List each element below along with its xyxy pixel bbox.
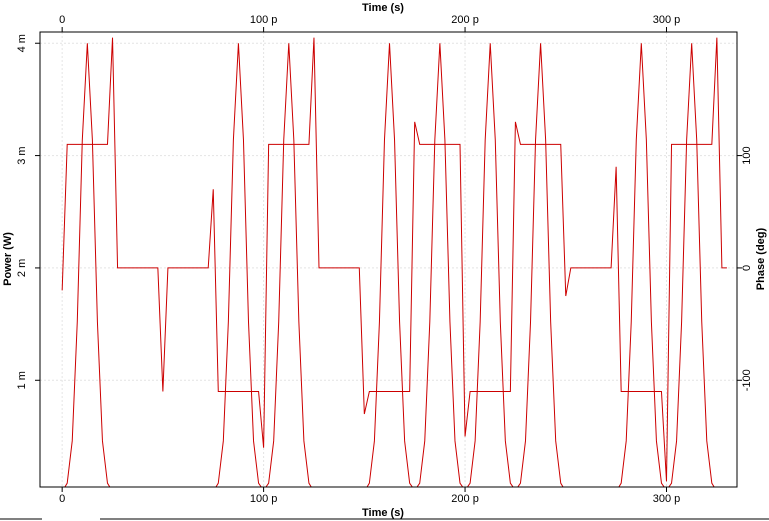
y2-tick-label: 100 — [741, 146, 753, 164]
y2-tick-label: -100 — [741, 369, 753, 391]
plot-frame — [39, 31, 738, 488]
y-tick-label: 2 m — [16, 259, 28, 277]
series-line — [61, 37, 727, 482]
y-tick-label: 4 m — [16, 34, 28, 52]
y2-tick-label: 0 — [741, 265, 753, 271]
y2-axis-title: Phase (deg) — [755, 227, 767, 290]
x-axis-title: Time (s) — [362, 507, 404, 519]
y-tick-label: 3 m — [16, 146, 28, 164]
plot-area — [61, 37, 727, 487]
y-axis-title: Power (W) — [2, 232, 14, 286]
top-axis-title: Time (s) — [362, 2, 404, 14]
series-line — [64, 43, 715, 487]
top-x-tick-label: 0 — [59, 14, 65, 26]
x-tick-label: 300 p — [653, 493, 681, 505]
top-x-tick-label: 300 p — [653, 14, 681, 26]
top-x-tick-label: 100 p — [250, 14, 278, 26]
x-tick-label: 100 p — [250, 493, 278, 505]
x-tick-label: 200 p — [451, 493, 479, 505]
y-tick-label: 1 m — [16, 371, 28, 389]
x-tick-label: 0 — [59, 493, 65, 505]
top-x-tick-label: 200 p — [451, 14, 479, 26]
